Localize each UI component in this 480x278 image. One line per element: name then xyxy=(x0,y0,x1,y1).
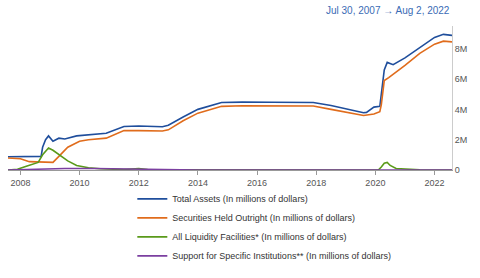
svg-text:Securities Held Outright (In m: Securities Held Outright (In millions of… xyxy=(172,213,355,223)
svg-text:Total Assets (In millions of d: Total Assets (In millions of dollars) xyxy=(172,194,308,204)
svg-text:0: 0 xyxy=(455,165,460,175)
svg-text:2008: 2008 xyxy=(10,178,30,188)
svg-text:Support for Specific Instituti: Support for Specific Institutions** (In … xyxy=(172,251,391,261)
svg-text:6M: 6M xyxy=(455,74,468,84)
svg-text:2014: 2014 xyxy=(188,178,208,188)
svg-text:2M: 2M xyxy=(455,135,468,145)
svg-text:2020: 2020 xyxy=(365,178,385,188)
svg-text:2016: 2016 xyxy=(247,178,267,188)
svg-text:2022: 2022 xyxy=(425,178,445,188)
svg-text:8M: 8M xyxy=(455,44,468,54)
svg-text:4M: 4M xyxy=(455,105,468,115)
svg-text:2010: 2010 xyxy=(70,178,90,188)
svg-text:All Liquidity Facilities* (In: All Liquidity Facilities* (In millions o… xyxy=(172,232,346,242)
svg-text:2012: 2012 xyxy=(129,178,149,188)
svg-text:Jul 30, 2007 → Aug 2, 2022: Jul 30, 2007 → Aug 2, 2022 xyxy=(326,5,450,16)
svg-text:2018: 2018 xyxy=(306,178,326,188)
